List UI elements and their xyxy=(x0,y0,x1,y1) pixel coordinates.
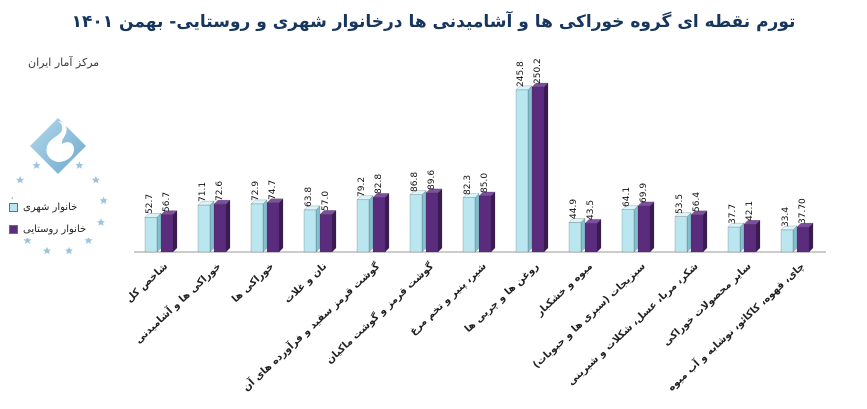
bar-rural xyxy=(531,86,545,253)
value-label-rural: 89.6 xyxy=(427,169,437,190)
value-label-urban: 63.8 xyxy=(304,186,314,207)
bar-urban-side xyxy=(368,195,374,253)
bar-urban xyxy=(462,197,476,253)
bar-rural-side xyxy=(384,192,390,253)
bar-rural xyxy=(478,195,492,253)
chart-title: تورم نقطه ای گروه خوراکی ها و آشامیدنی ه… xyxy=(71,12,796,32)
bar-rural-side xyxy=(755,219,761,253)
value-label-rural: 250.2 xyxy=(533,58,543,84)
bar-urban-side xyxy=(315,205,321,253)
bar-urban xyxy=(568,222,582,253)
value-label-rural: 72.6 xyxy=(215,181,225,202)
bar-rural xyxy=(372,197,386,253)
bar-rural-side xyxy=(543,82,549,253)
value-label-urban: 33.4 xyxy=(781,206,791,227)
statistical-center-logo xyxy=(8,118,108,255)
value-label-rural: 37.70 xyxy=(798,198,808,225)
value-label-rural: 82.8 xyxy=(374,174,384,195)
value-label-urban: 64.1 xyxy=(622,186,632,207)
urban-swatch-icon xyxy=(9,203,18,212)
bar-urban-side xyxy=(686,212,692,253)
bar-urban-side xyxy=(262,199,268,253)
bar-rural xyxy=(584,223,598,253)
value-label-rural: 43.5 xyxy=(586,200,596,221)
legend-item-rural: خانوار روستایی xyxy=(9,224,86,235)
value-label-rural: 74.7 xyxy=(268,179,278,200)
value-label-urban: 72.9 xyxy=(251,180,261,201)
bar-rural-side xyxy=(808,222,814,253)
bar-rural xyxy=(796,226,810,253)
bar-urban xyxy=(356,199,370,253)
legend-label-rural: خانوار روستایی xyxy=(23,224,87,235)
bar-urban xyxy=(780,229,794,253)
bar-urban-side xyxy=(633,205,639,253)
bar-urban xyxy=(409,194,423,253)
bar-rural-side xyxy=(490,191,496,253)
bar-rural-side xyxy=(702,210,708,253)
value-label-urban: 37.7 xyxy=(728,204,738,225)
source-label: مرکز آمار ایران xyxy=(28,56,100,69)
bar-rural xyxy=(637,205,651,253)
bar-rural-side xyxy=(331,209,337,253)
value-label-rural: 56.4 xyxy=(692,191,702,212)
bar-urban xyxy=(727,226,741,253)
value-label-rural: 69.9 xyxy=(639,182,649,203)
bar-rural xyxy=(690,214,704,253)
value-label-urban: 79.2 xyxy=(357,176,367,197)
bar-urban xyxy=(674,216,688,253)
bar-urban xyxy=(197,204,211,253)
legend: خانوار شهری خانوار روستایی xyxy=(4,199,92,238)
bar-rural xyxy=(213,203,227,253)
bar-urban-side xyxy=(739,222,745,253)
bar-urban xyxy=(515,89,529,253)
value-label-urban: 52.7 xyxy=(145,194,155,215)
bar-urban-side xyxy=(527,85,533,253)
value-label-urban: 245.8 xyxy=(516,61,526,87)
bar-rural-side xyxy=(172,210,178,253)
bar-urban xyxy=(144,217,158,253)
value-label-urban: 44.9 xyxy=(569,199,579,220)
bar-urban-side xyxy=(792,225,798,253)
bar-rural-side xyxy=(649,201,655,253)
value-label-urban: 82.3 xyxy=(463,174,473,195)
bar-urban-side xyxy=(421,190,427,253)
value-label-urban: 53.5 xyxy=(675,193,685,214)
bar-urban xyxy=(250,203,264,253)
bar-urban-side xyxy=(156,212,162,253)
value-label-rural: 57.0 xyxy=(321,191,331,212)
bar-rural xyxy=(425,192,439,253)
value-label-urban: 71.1 xyxy=(198,182,208,203)
bar-rural xyxy=(319,214,333,253)
value-label-rural: 85.0 xyxy=(480,172,490,193)
bar-urban-side xyxy=(209,200,215,253)
bar-rural-side xyxy=(278,198,284,253)
bar-urban xyxy=(303,209,317,253)
rural-swatch-icon xyxy=(9,225,18,234)
logo-bird xyxy=(46,121,74,162)
bar-rural-side xyxy=(437,188,443,253)
bar-rural xyxy=(266,202,280,253)
bar-urban xyxy=(621,209,635,253)
bar-urban-side xyxy=(474,193,480,253)
legend-label-urban: خانوار شهری xyxy=(23,202,78,213)
legend-item-urban: خانوار شهری xyxy=(9,202,86,213)
bar-rural xyxy=(160,214,174,253)
bar-rural xyxy=(743,224,757,253)
bar-rural-side xyxy=(596,218,602,253)
value-label-urban: 86.8 xyxy=(410,171,420,192)
value-label-rural: 42.1 xyxy=(745,201,755,222)
bar-rural-side xyxy=(225,199,231,253)
bar-urban-side xyxy=(580,217,586,253)
value-label-rural: 56.7 xyxy=(162,191,172,212)
